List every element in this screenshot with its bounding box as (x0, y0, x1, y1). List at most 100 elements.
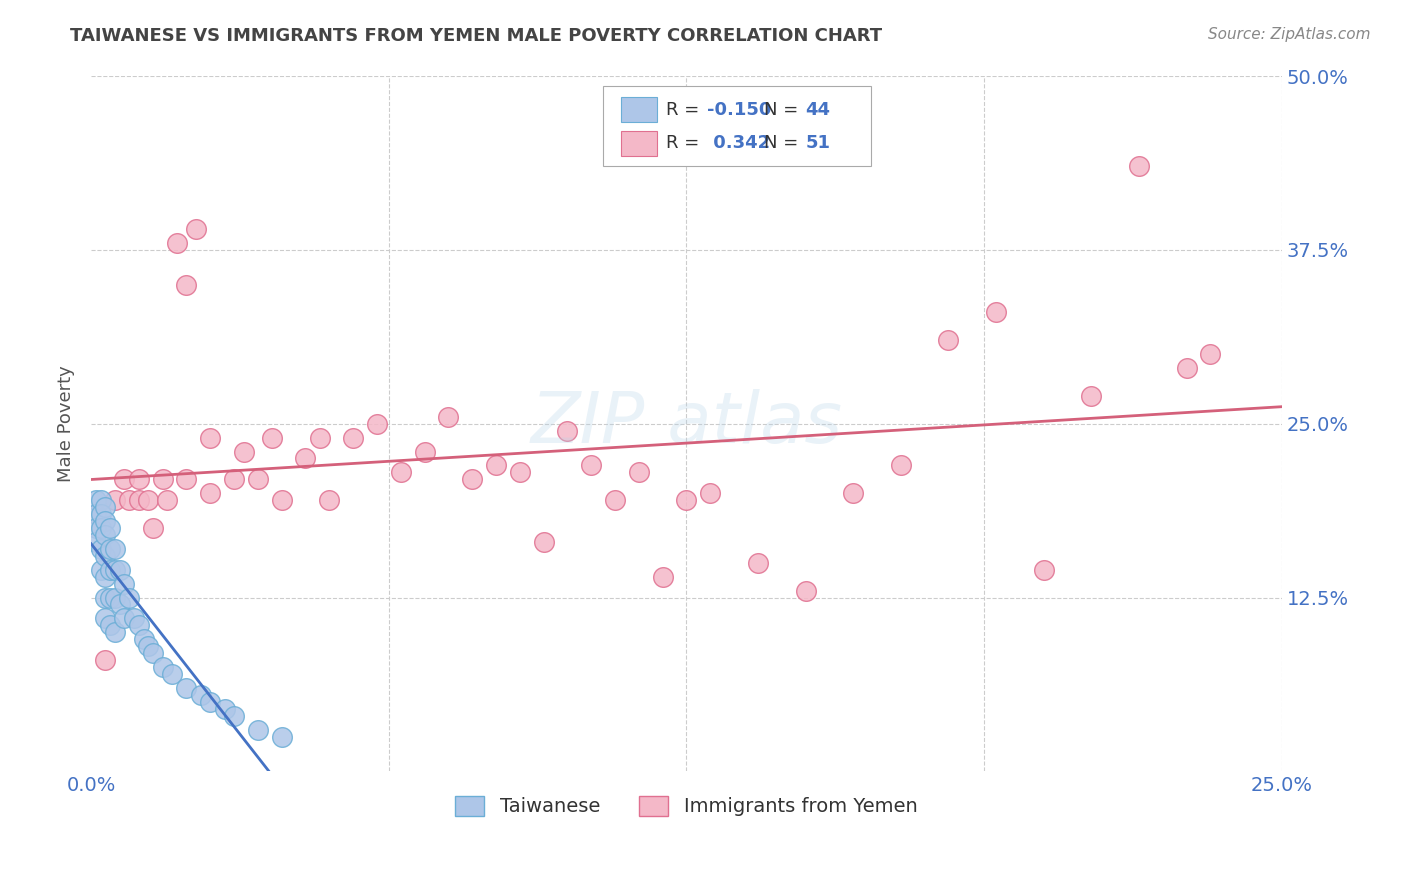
Point (246, 472, 269, 486)
Point (747, 556, 769, 570)
Point (1080, 389, 1102, 403)
Point (842, 486, 865, 500)
Point (136, 493, 159, 508)
Point (136, 639, 159, 653)
Point (533, 535, 555, 549)
Point (200, 431, 222, 445)
Point (557, 424, 579, 438)
Point (94, 611, 117, 625)
Point (122, 611, 145, 625)
Text: -0.150: -0.150 (707, 101, 770, 119)
Text: TAIWANESE VS IMMIGRANTS FROM YEMEN MALE POVERTY CORRELATION CHART: TAIWANESE VS IMMIGRANTS FROM YEMEN MALE … (70, 27, 883, 45)
Point (270, 493, 292, 508)
Legend: Taiwanese, Immigrants from Yemen: Taiwanese, Immigrants from Yemen (447, 789, 925, 824)
Point (156, 493, 179, 508)
Point (603, 493, 626, 508)
Point (1199, 347, 1222, 361)
Point (94, 549, 117, 563)
Point (1128, 160, 1150, 174)
Point (98, 541, 121, 556)
Text: R =: R = (666, 134, 706, 153)
Text: N =: N = (763, 101, 804, 119)
Point (222, 708, 245, 723)
Point (699, 486, 721, 500)
Point (214, 702, 236, 716)
Point (461, 472, 484, 486)
Text: 44: 44 (806, 101, 831, 119)
Point (118, 493, 141, 508)
Point (94, 528, 117, 542)
Point (98, 618, 121, 632)
Point (366, 417, 388, 431)
Point (128, 472, 150, 486)
Point (485, 458, 508, 473)
Point (342, 431, 364, 445)
Point (90, 563, 112, 577)
Text: ZIP atlas: ZIP atlas (530, 389, 842, 458)
Point (262, 431, 284, 445)
Point (794, 583, 817, 598)
Point (90, 541, 112, 556)
Text: Source: ZipAtlas.com: Source: ZipAtlas.com (1208, 27, 1371, 42)
Point (118, 591, 141, 605)
Point (176, 472, 198, 486)
Point (94, 500, 117, 515)
Point (160, 667, 183, 681)
Point (270, 730, 292, 744)
Point (94, 514, 117, 528)
Text: 51: 51 (806, 134, 831, 153)
Point (294, 451, 316, 466)
Point (984, 305, 1007, 319)
Point (98, 563, 121, 577)
Point (318, 493, 340, 508)
Point (90, 507, 112, 521)
Point (114, 576, 136, 591)
Point (675, 493, 697, 508)
Point (389, 466, 412, 480)
Point (98, 591, 121, 605)
Point (627, 466, 650, 480)
Text: R =: R = (666, 101, 706, 119)
Point (108, 563, 131, 577)
Point (184, 222, 207, 236)
Point (104, 541, 127, 556)
Point (94, 570, 117, 584)
Point (142, 646, 165, 660)
FancyBboxPatch shape (621, 97, 657, 122)
Point (413, 444, 436, 458)
Point (104, 625, 127, 640)
Y-axis label: Male Poverty: Male Poverty (58, 366, 75, 482)
Point (104, 591, 127, 605)
Point (1175, 361, 1198, 376)
FancyBboxPatch shape (621, 131, 657, 156)
FancyBboxPatch shape (603, 87, 872, 167)
Point (94, 591, 117, 605)
Point (152, 472, 174, 486)
Point (246, 723, 269, 737)
Point (938, 333, 960, 347)
Point (128, 618, 150, 632)
Point (108, 598, 131, 612)
Point (166, 235, 188, 250)
Point (84, 507, 107, 521)
Point (200, 695, 222, 709)
Point (142, 521, 165, 535)
Point (509, 466, 531, 480)
Point (104, 563, 127, 577)
Point (90, 521, 112, 535)
Point (84, 493, 107, 508)
Point (581, 458, 603, 473)
Text: 0.342: 0.342 (707, 134, 770, 153)
Point (84, 521, 107, 535)
Point (98, 521, 121, 535)
Point (114, 472, 136, 486)
Point (200, 486, 222, 500)
Point (222, 472, 245, 486)
Point (94, 653, 117, 667)
Point (114, 611, 136, 625)
Point (152, 660, 174, 674)
Point (890, 458, 912, 473)
Point (176, 277, 198, 292)
Point (437, 409, 460, 424)
Text: N =: N = (763, 134, 804, 153)
